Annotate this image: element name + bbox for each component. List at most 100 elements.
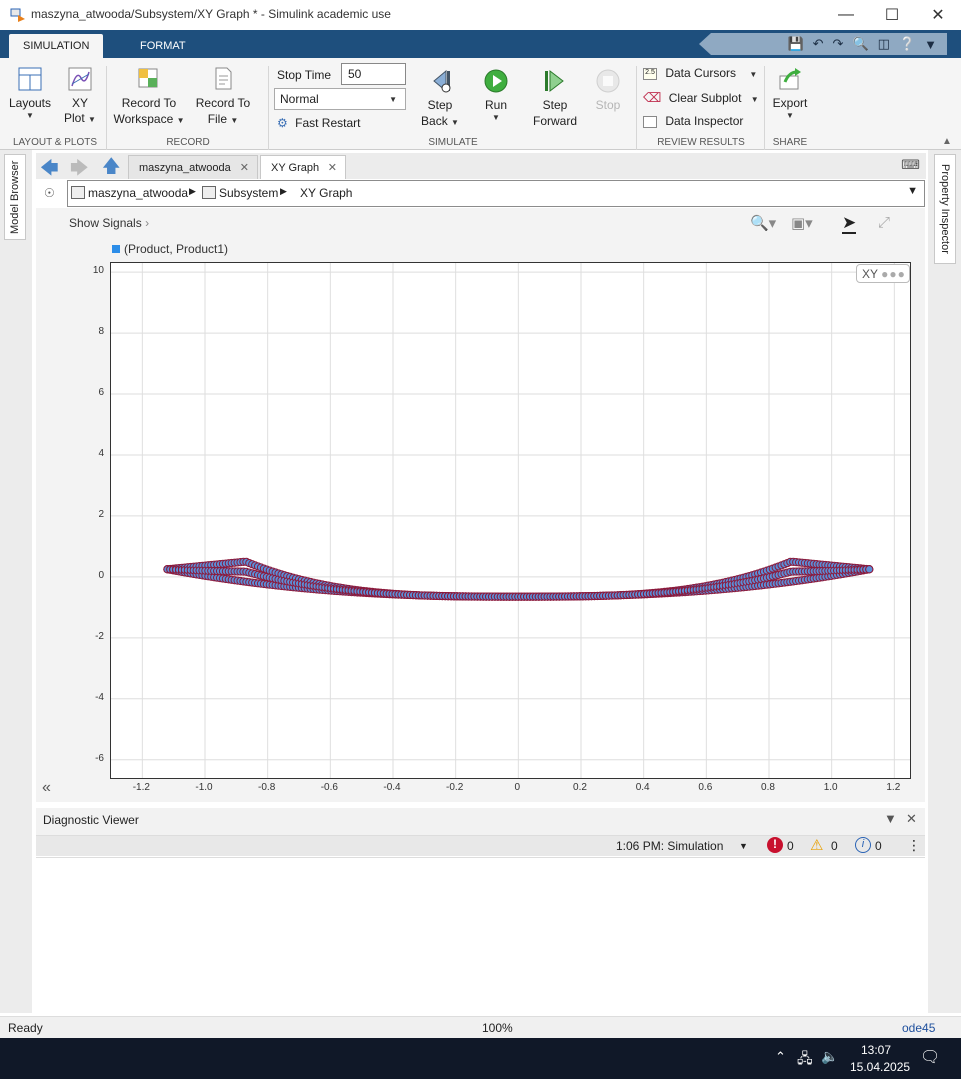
clear-subplot-button[interactable]: ⌫ Clear Subplot ▼ [643, 90, 759, 106]
layouts-button[interactable]: Layouts ▼ [8, 66, 52, 120]
diagnostic-toolbar: 1:06 PM: Simulation ▼ ! 0 ⚠ 0 i 0 ⋮ [36, 835, 925, 856]
maximize-button[interactable]: ☐ [884, 7, 900, 24]
undo-icon[interactable]: ↶ [812, 36, 824, 51]
network-icon[interactable]: 🖧 [797, 1050, 813, 1066]
step-back-label-2: Back ▼ [418, 113, 462, 131]
step-back-text: Back [421, 114, 448, 128]
stop-label: Stop [595, 98, 621, 112]
clock-time[interactable]: 13:07 [861, 1043, 892, 1057]
property-inspector-tab[interactable]: Property Inspector [934, 154, 956, 264]
collapse-panel-icon[interactable]: « [42, 779, 51, 796]
simulation-mode-select[interactable]: Normal ▼ [274, 88, 406, 110]
window-layout-icon[interactable]: ◫ [877, 36, 890, 51]
xy-plot-label-1: XY [71, 96, 88, 110]
minimize-button[interactable]: — [838, 6, 854, 23]
y-tick-label: 2 [98, 508, 104, 520]
diagnostic-message-area [36, 857, 925, 1013]
breadcrumb-model[interactable]: maszyna_atwooda [88, 186, 189, 200]
record-workspace-icon [138, 68, 158, 88]
xy-plot-label-2: Plot ▼ [60, 110, 100, 128]
document-tab-bar: 🡄 🡆 🡅 maszyna_atwooda ✕ XY Graph ✕ ⌨ [36, 153, 926, 179]
notifications-icon[interactable]: 🗨 [920, 1049, 941, 1066]
step-back-button[interactable]: Step Back ▼ [418, 68, 462, 131]
group-label-layout: LAYOUT & PLOTS [12, 137, 98, 148]
clock-date[interactable]: 15.04.2025 [850, 1060, 911, 1074]
chevron-down-icon: ▼ [26, 111, 34, 120]
tab-simulation[interactable]: SIMULATION [9, 34, 104, 58]
close-icon[interactable]: ✕ [327, 162, 337, 174]
error-icon[interactable]: ! [767, 837, 783, 853]
close-icon[interactable]: ✕ [239, 162, 249, 174]
hide-explorer-icon[interactable]: ☉ [44, 186, 55, 200]
export-label: Export [772, 96, 808, 110]
keyboard-icon[interactable]: ⌨ [901, 157, 920, 172]
warning-icon[interactable]: ⚠ [810, 837, 824, 854]
stop-time-input[interactable]: 50 [341, 63, 406, 85]
window-title: maszyna_atwooda/Subsystem/XY Graph * - S… [31, 7, 391, 21]
breadcrumb-subsystem[interactable]: Subsystem [219, 186, 279, 200]
volume-icon[interactable]: 🔈 [821, 1048, 839, 1064]
run-button[interactable]: Run ▼ [476, 68, 516, 122]
status-text: Ready [8, 1021, 43, 1035]
doc-tab-model[interactable]: maszyna_atwooda ✕ [128, 155, 258, 179]
fast-restart-toggle[interactable]: ⚙ Fast Restart [277, 116, 360, 130]
stop-button[interactable]: Stop [590, 68, 626, 113]
data-point [865, 565, 874, 574]
step-back-label-1: Step [427, 98, 453, 112]
data-inspector-button[interactable]: Data Inspector [643, 114, 743, 128]
doc-tab-xy-graph[interactable]: XY Graph ✕ [260, 155, 346, 179]
show-signals-label: Show Signals [69, 216, 142, 230]
info-icon[interactable]: i [855, 837, 871, 853]
record-to-workspace-button[interactable]: Record To Workspace ▼ [112, 66, 186, 129]
chevron-down-icon: ▼ [750, 95, 759, 104]
stop-icon [596, 69, 620, 93]
x-tick-label: 0.2 [573, 782, 587, 793]
simulation-run-select[interactable]: 1:06 PM: Simulation [616, 839, 724, 853]
y-tick-label: -4 [95, 691, 104, 703]
fit-to-view-icon[interactable]: ▣▾ [791, 215, 813, 232]
group-label-simulate: SIMULATE [428, 137, 478, 148]
diagnostic-viewer-header: Diagnostic Viewer ▼ ✕ 1:06 PM: Simulatio… [36, 808, 925, 856]
show-signals-button[interactable]: Show Signals › [69, 216, 149, 230]
chevron-up-icon[interactable]: ⌃ [775, 1049, 786, 1064]
collapse-ribbon-icon[interactable]: ▼ [924, 36, 937, 52]
tab-format[interactable]: FORMAT [140, 40, 186, 52]
back-arrow-icon[interactable]: 🡄 [40, 158, 59, 178]
xy-plot-button[interactable]: XY Plot ▼ [60, 66, 100, 128]
export-button[interactable]: Export ▼ [768, 66, 812, 120]
record-to-file-button[interactable]: Record To File ▼ [190, 66, 256, 129]
record-ws-text: Workspace [113, 112, 174, 126]
close-button[interactable]: ✕ [931, 7, 945, 24]
xy-plot-label-text: Plot [64, 111, 85, 125]
zoom-icon[interactable]: 🔍▾ [750, 215, 777, 232]
data-cursors-button[interactable]: 2.5 Data Cursors ▼ [643, 66, 757, 80]
separator [106, 66, 107, 150]
xy-badge[interactable]: XY ●●● [856, 264, 910, 283]
chevron-down-icon[interactable]: ▼ [739, 841, 748, 851]
step-forward-button[interactable]: Step Forward [528, 68, 582, 129]
close-icon[interactable]: ✕ [906, 811, 917, 826]
expand-icon[interactable]: ⤢ [878, 214, 891, 231]
quick-access-toolbar: 💾 ↶ ↷ 🔍 ◫ ❔ ▼ [699, 33, 947, 55]
model-browser-tab[interactable]: Model Browser [4, 154, 26, 240]
x-tick-label: -1.0 [195, 782, 213, 793]
warning-count: 0 [831, 839, 838, 853]
more-options-icon[interactable]: ●●● [881, 267, 906, 281]
help-icon[interactable]: ❔ [898, 36, 916, 51]
breadcrumb-xy-graph[interactable]: XY Graph [300, 186, 353, 200]
error-count: 0 [787, 839, 794, 853]
group-label-review: REVIEW RESULTS [657, 137, 745, 148]
search-icon[interactable]: 🔍 [852, 36, 869, 51]
solver-link[interactable]: ode45 [902, 1021, 936, 1035]
save-icon[interactable]: 💾 [787, 36, 804, 51]
panel-menu-icon[interactable]: ▼ [884, 811, 897, 826]
data-inspector-icon [643, 115, 657, 128]
breadcrumb-dropdown-icon[interactable]: ▼ [907, 185, 918, 197]
forward-arrow-icon[interactable]: 🡆 [70, 158, 89, 178]
more-options-icon[interactable]: ⋮ [907, 837, 921, 853]
x-tick-label: 0.4 [635, 782, 650, 793]
cursor-select-icon[interactable]: ➤ [842, 213, 857, 234]
up-arrow-icon[interactable]: 🡅 [102, 156, 121, 176]
redo-icon[interactable]: ↷ [832, 36, 844, 51]
collapse-toolstrip-icon[interactable]: ▲ [942, 136, 952, 147]
